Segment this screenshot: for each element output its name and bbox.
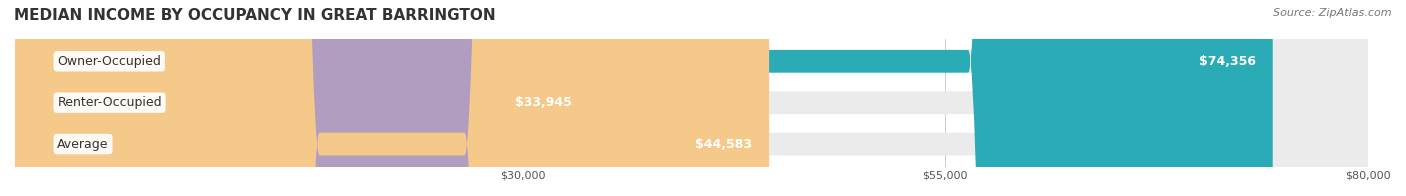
Text: Average: Average xyxy=(58,138,108,151)
FancyBboxPatch shape xyxy=(15,0,1368,196)
FancyBboxPatch shape xyxy=(15,0,1368,196)
Text: $74,356: $74,356 xyxy=(1199,55,1256,68)
FancyBboxPatch shape xyxy=(15,0,1368,196)
Text: $44,583: $44,583 xyxy=(695,138,752,151)
Text: Source: ZipAtlas.com: Source: ZipAtlas.com xyxy=(1274,8,1392,18)
Text: MEDIAN INCOME BY OCCUPANCY IN GREAT BARRINGTON: MEDIAN INCOME BY OCCUPANCY IN GREAT BARR… xyxy=(14,8,496,23)
FancyBboxPatch shape xyxy=(15,0,589,196)
FancyBboxPatch shape xyxy=(15,0,769,196)
Text: Renter-Occupied: Renter-Occupied xyxy=(58,96,162,109)
FancyBboxPatch shape xyxy=(15,0,1272,196)
Text: Owner-Occupied: Owner-Occupied xyxy=(58,55,162,68)
Text: $33,945: $33,945 xyxy=(516,96,572,109)
